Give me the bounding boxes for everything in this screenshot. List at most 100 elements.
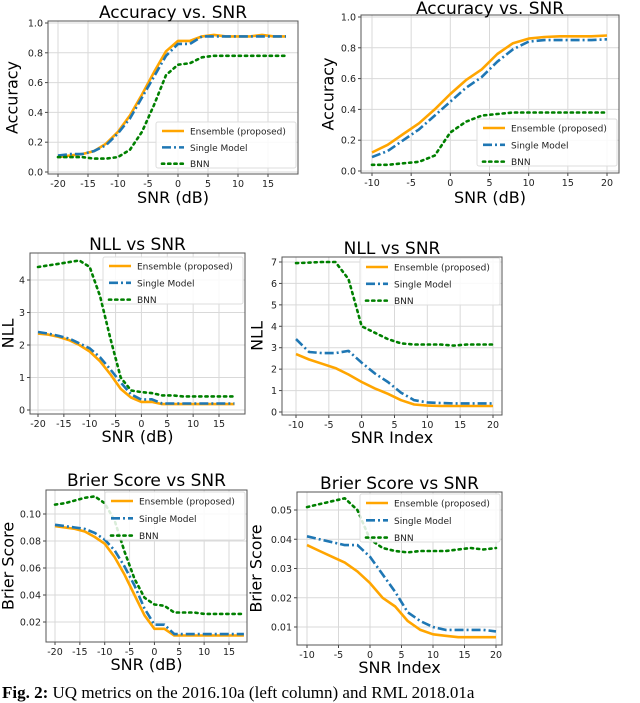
legend-label-single: Single Model <box>511 141 569 151</box>
x-tick-label: 10 <box>198 647 210 658</box>
y-tick-label: 0.02 <box>271 593 292 604</box>
y-tick-label: 0.05 <box>271 506 292 517</box>
x-tick-label: -20 <box>47 647 63 658</box>
y-tick-label: 0.04 <box>271 535 292 546</box>
legend-label-bnn: BNN <box>394 297 414 307</box>
y-tick-label: 0.10 <box>20 510 41 521</box>
y-tick-label: 0.02 <box>20 618 41 629</box>
y-axis-label: NLL <box>0 319 18 349</box>
x-tick-label: 0 <box>138 419 144 430</box>
x-tick-label: -5 <box>324 420 333 431</box>
y-axis-label: Accuracy <box>319 57 338 130</box>
x-tick-label: 0 <box>447 178 453 189</box>
x-tick-label: 5 <box>205 179 211 190</box>
x-tick-label: -10 <box>82 419 98 430</box>
x-tick-label: -20 <box>50 179 66 190</box>
legend: Ensemble (proposed) Single Model BNN <box>476 118 618 168</box>
x-tick-label: 15 <box>454 420 466 431</box>
legend-label-single: Single Model <box>394 280 452 290</box>
x-tick-label: -10 <box>288 420 304 431</box>
x-tick-label: -15 <box>80 179 96 190</box>
y-tick-label: 6 <box>271 279 277 290</box>
chart-title: NLL vs SNR <box>89 235 186 255</box>
legend-label-single: Single Model <box>139 515 197 525</box>
axes-frame <box>45 489 248 643</box>
y-axis-label: Brier Score <box>0 522 18 610</box>
x-tick-label: 0 <box>359 420 365 431</box>
x-tick-label: -5 <box>111 419 120 430</box>
legend-label-ensemble: Ensemble (proposed) <box>394 264 490 274</box>
x-tick-label: -15 <box>72 647 88 658</box>
x-tick-label: 10 <box>427 650 439 661</box>
x-tick-label: 5 <box>391 420 397 431</box>
legend-box <box>476 118 618 167</box>
x-tick-label: 15 <box>213 419 225 430</box>
chart-title: Brier Score vs SNR <box>320 474 479 494</box>
legend-box <box>155 121 297 169</box>
chart-title: Accuracy vs. SNR <box>416 0 564 19</box>
y-tick-label: 0.01 <box>271 623 292 634</box>
chart-4: -10 -5 0 5 10 15 20 0 1 2 3 4 5 6 7 Ensemble (proposed)… <box>248 239 503 447</box>
legend-label-ensemble: Ensemble (proposed) <box>394 500 490 510</box>
x-tick-label: -20 <box>30 419 46 430</box>
caption-label: Fig. 2: <box>2 683 49 702</box>
x-tick-label: 5 <box>486 178 492 189</box>
series-line-bnn <box>56 54 288 160</box>
axes-frame <box>29 252 246 415</box>
legend: Ensemble (proposed) Single Model BNN <box>359 493 501 544</box>
y-tick-label: 7 <box>271 258 277 269</box>
chart-1: -20 -15 -10 -5 0 5 10 15 0.0 0.2 0.4 0.6 0.8 1.0 Ensem… <box>3 3 299 207</box>
legend: Ensemble (proposed) Single Model BNN <box>359 257 501 307</box>
legend-label-single: Single Model <box>394 517 452 527</box>
legend-label-ensemble: Ensemble (proposed) <box>139 498 235 508</box>
x-tick-label: 15 <box>262 179 274 190</box>
y-tick-label: 0.8 <box>28 48 43 59</box>
legend-box <box>359 493 501 543</box>
x-tick-label: -15 <box>56 419 72 430</box>
x-tick-label: -5 <box>125 647 134 658</box>
legend-label-ensemble: Ensemble (proposed) <box>190 128 286 138</box>
chart-title: Accuracy vs. SNR <box>99 3 247 23</box>
legend-box <box>104 491 246 541</box>
chart-5: -20 -15 -10 -5 0 5 10 15 0.02 0.04 0.06 0.08 0.10 Ens… <box>0 471 248 674</box>
series-line-bnn <box>53 495 246 616</box>
series-line-single <box>54 523 244 636</box>
legend-label-bnn: BNN <box>511 158 531 168</box>
series-line-single <box>57 35 286 157</box>
x-tick-label: -10 <box>299 650 315 661</box>
y-tick-label: 1.0 <box>28 19 43 30</box>
x-tick-label: -5 <box>334 650 343 661</box>
y-tick-label: 4 <box>19 276 25 287</box>
y-tick-label: 0.06 <box>20 564 41 575</box>
axes-frame <box>47 20 299 175</box>
x-tick-label: -10 <box>97 647 113 658</box>
y-tick-label: 3 <box>271 343 277 354</box>
axes-frame <box>360 14 620 174</box>
legend-label-bnn: BNN <box>137 296 157 306</box>
x-tick-label: 15 <box>223 647 235 658</box>
x-tick-label: 0 <box>367 650 373 661</box>
series-line-single <box>37 330 235 405</box>
y-tick-label: 0 <box>19 406 25 417</box>
series-line-ensemble <box>295 352 493 408</box>
y-tick-label: 0.0 <box>341 167 356 178</box>
y-tick-label: 0.04 <box>20 591 41 602</box>
legend-label-bnn: BNN <box>394 534 414 544</box>
series-line-ensemble <box>54 524 244 637</box>
x-tick-label: 20 <box>487 420 499 431</box>
legend: Ensemble (proposed) Single Model BNN <box>155 121 297 170</box>
y-tick-label: 4 <box>271 322 277 333</box>
legend-label-bnn: BNN <box>139 532 159 542</box>
y-tick-label: 0.8 <box>341 43 356 54</box>
series-line-bnn <box>36 259 236 398</box>
x-tick-label: 5 <box>176 647 182 658</box>
y-tick-label: 0.03 <box>271 564 292 575</box>
x-axis-label: SNR (dB) <box>111 655 183 674</box>
x-tick-label: 15 <box>458 650 470 661</box>
legend-label-single: Single Model <box>137 279 195 289</box>
x-tick-label: 10 <box>232 179 244 190</box>
x-tick-label: 20 <box>601 178 613 189</box>
y-tick-label: 0.6 <box>28 78 43 89</box>
legend-label-bnn: BNN <box>190 160 210 170</box>
